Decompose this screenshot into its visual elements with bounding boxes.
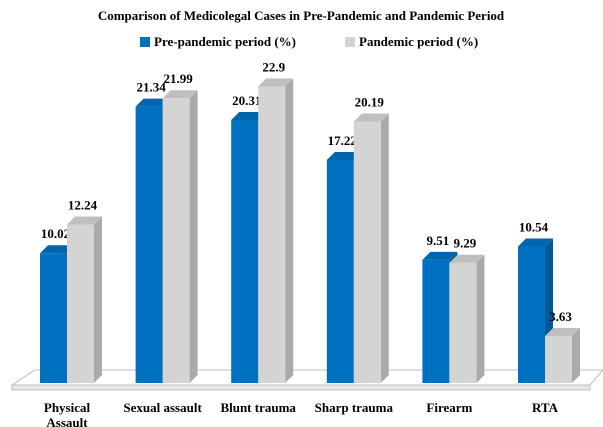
bar: [162, 90, 198, 384]
value-label: 12.24: [68, 197, 98, 212]
bar: [545, 327, 580, 383]
value-label: 21.34: [136, 80, 166, 95]
x-tick-label: RTA: [531, 400, 559, 415]
value-label: 17.22: [328, 133, 357, 148]
bar-front: [518, 246, 545, 383]
bar: [353, 113, 389, 384]
bar: [258, 78, 294, 383]
value-label: 20.31: [232, 93, 261, 108]
value-label: 22.9: [262, 59, 285, 74]
bar-top: [326, 152, 362, 161]
bar-top: [353, 113, 389, 122]
bar-front: [326, 160, 354, 383]
bar-top: [449, 254, 485, 263]
bar-side: [572, 327, 580, 383]
value-label: 20.19: [355, 95, 385, 110]
bar-side: [380, 113, 389, 384]
bar-front: [231, 119, 259, 383]
value-label: 10.02: [41, 226, 70, 241]
x-tick-label: Physical Assault: [43, 400, 91, 427]
bar: [67, 216, 102, 383]
bar-front: [545, 335, 572, 383]
value-label: 3.63: [549, 309, 572, 324]
bar-front: [353, 121, 381, 384]
value-label: 10.54: [519, 219, 549, 234]
value-label: 9.51: [427, 233, 450, 248]
legend-swatch: [140, 37, 150, 47]
legend-label: Pre-pandemic period (%): [154, 34, 296, 49]
bar-front: [449, 262, 477, 383]
bar-front: [135, 106, 163, 383]
floor-edge: [11, 384, 591, 391]
bar-side: [189, 90, 198, 384]
x-tick-label: Firearm: [426, 400, 473, 415]
bar-side: [94, 216, 102, 383]
bar-top: [518, 238, 553, 247]
chart-title: Comparison of Medicolegal Cases in Pre-P…: [98, 8, 505, 23]
bar-front: [422, 259, 450, 383]
bar-top: [231, 111, 267, 120]
legend-label: Pandemic period (%): [359, 34, 478, 49]
bar: [449, 254, 485, 383]
bar-top: [258, 78, 294, 87]
value-label: 9.29: [454, 236, 477, 251]
bar: [518, 238, 553, 383]
bar-top: [545, 327, 580, 336]
bar-top: [162, 90, 198, 99]
bar-top: [422, 251, 458, 260]
bar-front: [67, 224, 94, 383]
value-label: 21.99: [163, 71, 193, 86]
bar-front: [40, 253, 67, 383]
bar-top: [40, 245, 75, 254]
x-tick-label: Sexual assault: [123, 400, 202, 415]
bar-top: [135, 98, 171, 107]
bar-front: [258, 86, 286, 383]
bar-side: [285, 78, 294, 383]
bar-front: [162, 98, 190, 384]
legend-swatch: [345, 37, 355, 47]
x-tick-label: Blunt trauma: [220, 400, 296, 415]
bar-top: [67, 216, 102, 225]
bar-side: [476, 254, 485, 383]
x-tick-label: Sharp trauma: [314, 400, 393, 415]
